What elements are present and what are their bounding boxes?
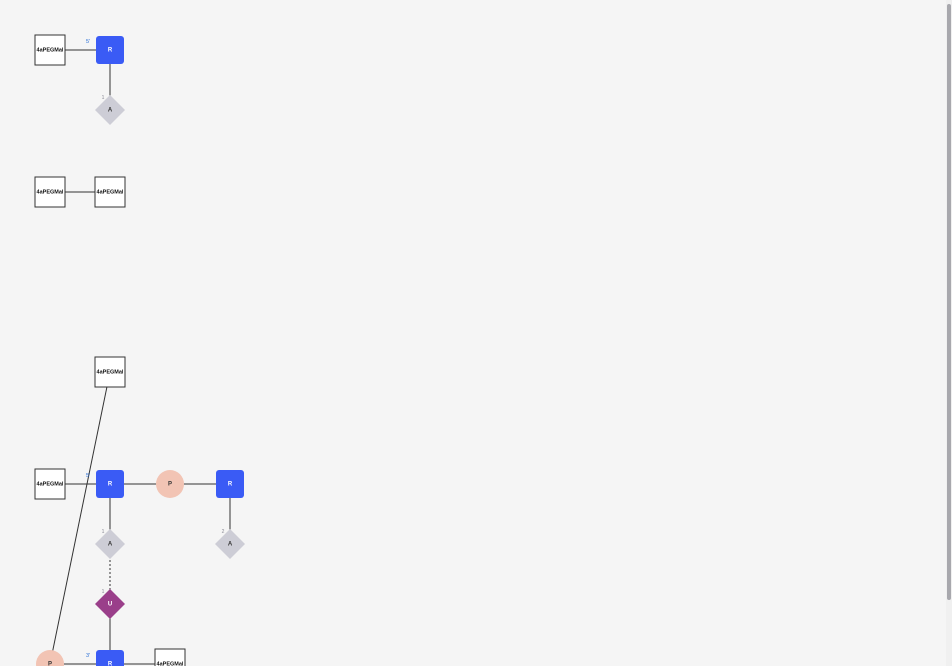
base-diamond [95,95,125,125]
phosphate-circle [156,470,184,498]
position-label: 1 [102,529,105,535]
vertical-scrollbar[interactable] [946,0,952,666]
bond-layer [49,49,231,665]
monomer-ribose[interactable]: R 5' [86,36,124,64]
monomer-ribose[interactable]: R 5' [86,470,124,498]
monomer-linker[interactable]: 4aPEGMal [94,176,126,208]
linker-box [154,648,186,666]
monomer-label: R [228,482,233,488]
monomer-label: R [108,482,113,488]
ribose-box [96,650,124,666]
linker-box [94,356,126,388]
monomer-phosphate[interactable]: P [36,650,64,666]
monomer-label: A [108,542,113,548]
monomer-linker[interactable]: 4aPEGMal [34,176,66,208]
linker-box [34,34,66,66]
monomer-base_a[interactable]: A1 [95,529,125,559]
position-label: 1 [102,95,105,101]
monomer-ribose[interactable]: R 3' [86,650,124,666]
ribose-box [96,470,124,498]
monomer-label: U [108,602,112,608]
monomer-base_u[interactable]: U1 [95,589,125,619]
monomer-label: 4aPEGMal [97,190,124,196]
monomer-phosphate[interactable]: P [156,470,184,498]
monomer-label: 4aPEGMal [37,190,64,196]
monomer-base_a[interactable]: A1 [95,95,125,125]
monomer-label: 4aPEGMal [37,482,64,488]
scrollbar-thumb[interactable] [947,4,951,600]
monomer-ribose[interactable]: R [216,470,244,498]
linker-box [34,468,66,500]
linker-box [94,176,126,208]
terminal-label: 5' [86,39,90,45]
ribose-box [96,36,124,64]
monomer-base_a[interactable]: A2 [215,529,245,559]
terminal-label: 5' [86,473,90,479]
base-diamond [215,529,245,559]
monomer-linker[interactable]: 4aPEGMal [94,356,126,388]
monomer-label: R [108,48,113,54]
base-diamond [95,589,125,619]
monomer-linker[interactable]: 4aPEGMal [34,34,66,66]
phosphate-circle [36,650,64,666]
base-diamond [95,529,125,559]
monomer-label: 4aPEGMal [157,662,184,666]
terminal-label: 3' [86,653,90,659]
monomer-label: 4aPEGMal [97,370,124,376]
position-label: 2 [222,529,225,535]
monomer-label: P [48,662,52,666]
monomer-label: 4aPEGMal [37,48,64,54]
linker-box [34,176,66,208]
monomer-label: A [108,108,113,114]
position-label: 1 [102,589,105,595]
bond-line [49,371,111,665]
monomer-label: P [168,482,172,488]
monomer-label: R [108,662,113,666]
monomer-label: A [228,542,233,548]
monomer-linker[interactable]: 4aPEGMal [34,468,66,500]
monomer-linker[interactable]: 4aPEGMal [154,648,186,666]
ribose-box [216,470,244,498]
